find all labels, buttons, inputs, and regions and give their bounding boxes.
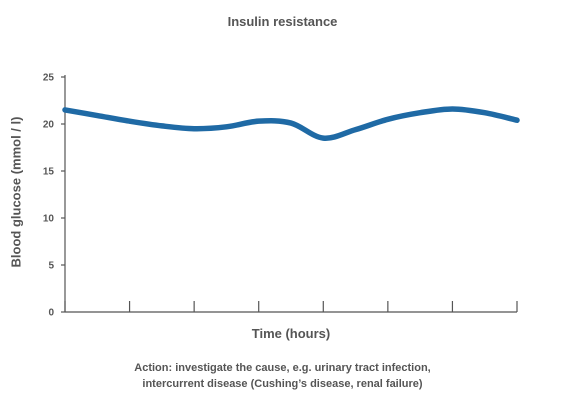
action-note-line-2: intercurrent disease (Cushing’s disease,… (142, 378, 423, 390)
y-axis-ticks: 0 5 10 15 20 25 (43, 73, 65, 319)
chart-title: Insulin resistance (227, 14, 338, 29)
y-tick-label: 15 (43, 167, 55, 178)
series-layer (62, 106, 520, 141)
x-axis-label: Time (hours) (251, 326, 331, 341)
y-tick-label: 5 (48, 261, 54, 272)
x-axis-ticks (64, 301, 518, 312)
series-line-0 (62, 106, 520, 141)
y-tick-label: 10 (43, 214, 55, 225)
chart-axes (64, 75, 517, 313)
y-axis-label: Blood glucose (mmol / l) (8, 116, 24, 268)
y-tick-label: 20 (43, 120, 55, 131)
action-note-line-1: Action: investigate the cause, e.g. urin… (134, 362, 431, 374)
action-note: Action: investigate the cause, e.g. urin… (0, 360, 565, 392)
y-tick-label: 0 (48, 308, 54, 319)
y-tick-label: 25 (43, 73, 55, 84)
